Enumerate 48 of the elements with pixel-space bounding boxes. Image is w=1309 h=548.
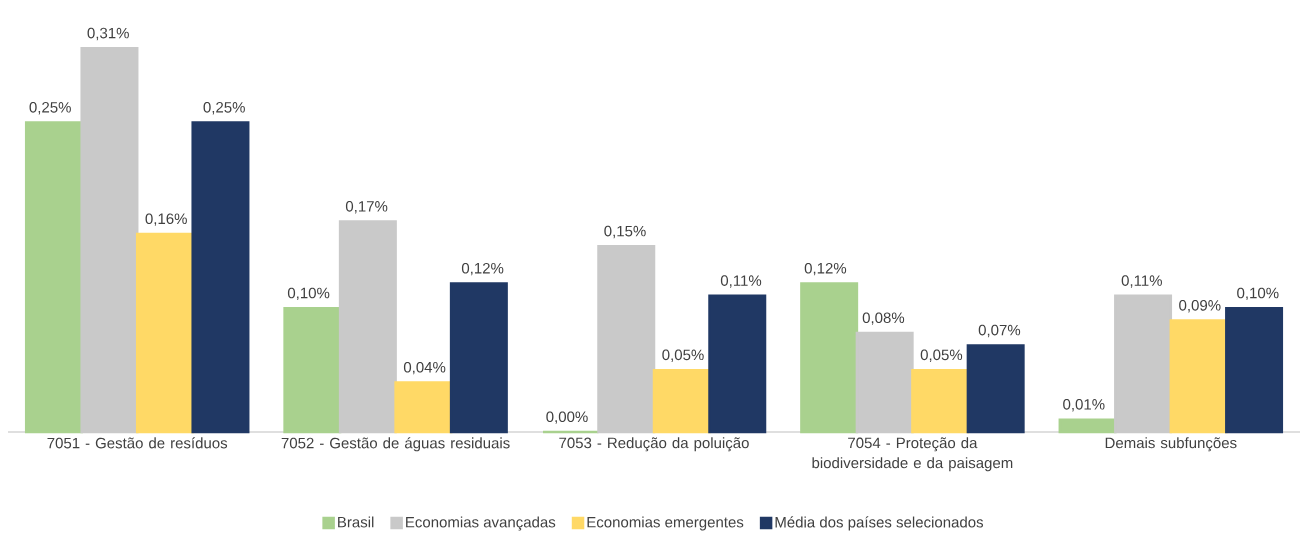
bar [966,344,1025,434]
data-label: 0,11% [720,275,762,288]
x-tick-label: 7054 - Proteção da biodiversidade e da paisagem [812,437,1013,472]
bar [24,121,83,434]
data-label: 0,08% [862,312,905,325]
legend-label: Brasil [338,516,374,528]
legend-label: Economias avançadas [406,516,556,531]
data-label: 0,25% [203,102,245,115]
bar [1225,307,1284,434]
bar [80,47,139,434]
bar [394,381,453,434]
x-tick-label: 7052 - Gestão de águas residuais [281,437,510,452]
data-label: 0,00% [546,411,588,424]
bar [597,245,656,434]
data-label: 0,01% [1063,399,1105,412]
bar [855,331,914,434]
data-label: 0,09% [1179,300,1221,313]
bar [800,282,859,434]
data-label: 0,16% [145,213,187,226]
data-label: 0,04% [403,361,446,375]
bar [1169,319,1228,434]
data-label: 0,25% [29,102,71,115]
bar [135,232,194,434]
data-label: 0,12% [461,262,504,276]
data-label: 0,17% [345,201,388,214]
bar [652,368,711,434]
bar [708,294,767,434]
x-tick-label: Demais subfunções [1105,437,1237,452]
bar [338,220,397,434]
bar [1114,294,1173,434]
bar [449,282,508,434]
data-label: 0,07% [978,324,1021,338]
legend-label: Média dos países selecionados [775,516,984,531]
data-label: 0,10% [287,287,330,301]
bar [1058,418,1117,434]
bar [191,121,250,434]
data-label: 0,05% [662,349,704,362]
data-label: 0,10% [1237,287,1279,301]
x-tick-label: 7051 - Gestão de resíduos [47,437,228,449]
x-tick-label: 7053 - Redução da poluição [559,437,749,452]
data-label: 0,05% [920,349,963,362]
data-label: 0,11% [1121,275,1162,288]
data-label: 0,15% [604,225,646,239]
bar [283,307,342,434]
data-label: 0,31% [87,27,129,41]
data-label: 0,12% [804,262,847,276]
bar [911,368,970,434]
legend-label: Economias emergentes [587,516,744,531]
